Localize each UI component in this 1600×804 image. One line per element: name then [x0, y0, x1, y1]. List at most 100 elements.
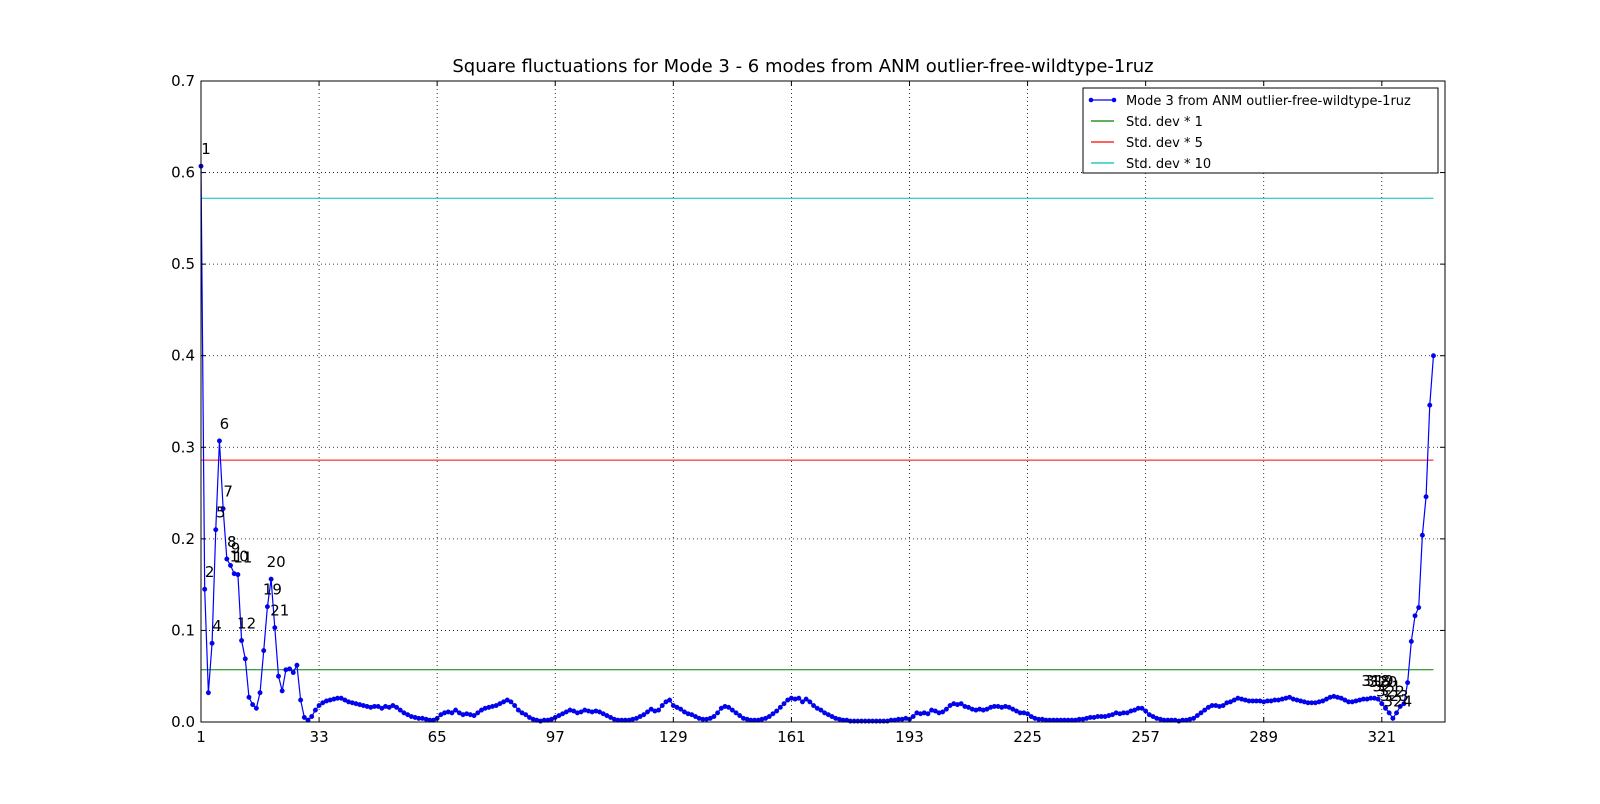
data-point	[523, 712, 529, 718]
legend-swatch-marker	[1111, 97, 1117, 103]
data-point	[290, 670, 296, 676]
data-point	[958, 701, 964, 707]
point-label: 7	[223, 483, 233, 501]
data-point	[268, 576, 274, 582]
data-point	[1419, 532, 1425, 538]
data-point	[943, 706, 949, 712]
x-tick-label: 161	[777, 728, 806, 746]
data-point	[250, 702, 256, 708]
x-tick-label: 321	[1367, 728, 1396, 746]
data-point	[1412, 613, 1418, 619]
data-point	[667, 697, 673, 703]
data-point	[1386, 710, 1392, 716]
data-point	[781, 701, 787, 707]
data-point	[312, 707, 318, 713]
data-point	[209, 640, 215, 646]
grid-lines	[201, 81, 1445, 722]
x-tick-label: 257	[1131, 728, 1160, 746]
data-point	[1143, 708, 1149, 714]
data-point	[774, 708, 780, 714]
data-series	[198, 163, 1436, 724]
y-tick-label: 0.6	[171, 164, 195, 182]
data-point	[807, 699, 813, 705]
data-point	[512, 703, 518, 708]
y-tick-label: 0.3	[171, 438, 195, 456]
data-point	[726, 704, 732, 710]
x-tick-label: 289	[1249, 728, 1278, 746]
data-point	[205, 690, 211, 696]
data-point	[1191, 715, 1197, 721]
data-point	[1423, 494, 1429, 500]
legend-entry-label: Mode 3 from ANM outlier-free-wildtype-1r…	[1126, 94, 1411, 109]
data-point	[471, 713, 477, 719]
point-label: 8	[227, 533, 237, 551]
data-point	[737, 713, 743, 719]
data-point	[287, 666, 293, 672]
point-label: 5	[216, 504, 226, 522]
data-point	[729, 707, 735, 713]
data-point	[659, 703, 665, 708]
point-annotations: 1245678910111219202131831932032132232332…	[201, 140, 1412, 710]
point-label: 11	[233, 549, 252, 567]
data-point	[1139, 705, 1145, 711]
point-label: 10	[230, 548, 249, 566]
data-point	[711, 714, 717, 719]
data-point	[1390, 715, 1396, 721]
legend-swatch-marker	[1088, 97, 1094, 103]
data-point	[715, 710, 721, 716]
point-label: 4	[212, 617, 222, 635]
point-label: 6	[220, 415, 230, 433]
legend-box	[1082, 87, 1439, 174]
data-point	[316, 703, 322, 708]
data-point	[1375, 696, 1381, 702]
x-tick-label: 33	[310, 728, 329, 746]
data-point	[1431, 353, 1436, 359]
data-point	[777, 704, 783, 710]
data-point	[1198, 710, 1204, 716]
data-point	[1427, 402, 1433, 408]
data-point	[796, 695, 802, 701]
x-tick-label: 1	[196, 728, 206, 746]
point-label: 12	[237, 615, 256, 633]
y-tick-label: 0.7	[171, 72, 195, 90]
data-point	[449, 710, 455, 716]
data-point	[301, 714, 307, 720]
mode-3-line	[200, 166, 1435, 722]
data-point	[803, 696, 809, 702]
data-point	[239, 638, 245, 643]
data-point	[224, 556, 230, 562]
data-point	[242, 656, 248, 662]
data-point	[800, 699, 805, 705]
data-point	[818, 707, 824, 713]
data-point	[246, 694, 252, 700]
data-point	[220, 506, 226, 512]
axis-ticks: 1 33 65 97 129 161 193 225 257 289 3210.00.10.20.3…	[171, 72, 1445, 746]
data-point	[279, 688, 285, 694]
legend-entry-label: Std. dev * 1	[1126, 115, 1203, 130]
point-label: 321	[1372, 678, 1401, 696]
plot-area-frame	[200, 80, 1446, 723]
chart-title: Square fluctuations for Mode 3 - 6 modes…	[452, 56, 1153, 77]
data-point	[235, 572, 241, 578]
y-tick-label: 0.0	[171, 713, 195, 731]
data-point	[228, 562, 233, 568]
point-label: 20	[267, 553, 286, 571]
data-point	[216, 438, 222, 444]
x-tick-label: 193	[895, 728, 924, 746]
data-point	[1401, 701, 1407, 707]
data-point	[733, 710, 739, 716]
data-point	[770, 711, 776, 717]
x-tick-label: 97	[546, 728, 565, 746]
point-label: 323	[1380, 687, 1409, 705]
data-point	[397, 707, 403, 713]
data-point	[1408, 638, 1414, 644]
legend-entry-label: Std. dev * 10	[1126, 157, 1211, 172]
data-point	[272, 625, 278, 631]
data-point	[394, 704, 400, 710]
legend-entry-label: Std. dev * 5	[1126, 136, 1203, 151]
data-point	[1397, 703, 1403, 709]
data-point	[261, 648, 267, 654]
point-label: 318	[1361, 672, 1390, 690]
data-point	[766, 714, 772, 719]
point-label: 9	[231, 539, 241, 557]
